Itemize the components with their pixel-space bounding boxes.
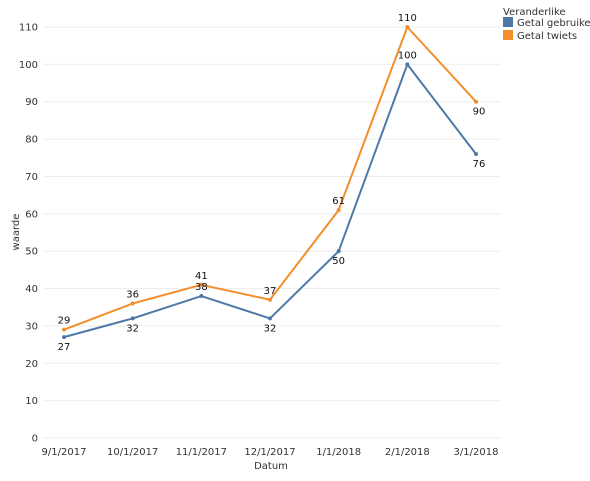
data-point-getal-gebruikers[interactable] [474,152,478,157]
data-point-getal-gebruikers[interactable] [130,316,135,321]
data-label-getal-gebruikers: 76 [473,159,486,170]
data-point-getal-gebruikers[interactable] [336,249,341,254]
data-label-getal-gebruikers: 100 [398,50,417,61]
legend-item-getal-twiets[interactable]: Getal twiets [503,30,577,42]
data-label-getal-gebruikers: 32 [126,323,139,334]
x-tick-label: 9/1/2017 [42,447,87,458]
data-point-getal-gebruikers[interactable] [405,62,410,67]
x-tick-label: 3/1/2018 [454,447,499,458]
data-labels: 29 36 41 37 61 110 90 27 32 38 32 50 100 76 [58,13,486,353]
y-axis-ticks: 0 10 20 30 40 50 60 70 80 90 100 110 [19,23,38,445]
y-tick-label: 20 [25,359,38,370]
data-point-getal-twiets[interactable] [336,208,341,213]
y-tick-label: 80 [25,135,38,146]
y-tick-label: 0 [32,434,38,445]
data-point-getal-twiets[interactable] [130,301,135,306]
y-axis-title: waarde [11,214,22,251]
x-tick-label: 11/1/2017 [176,447,227,458]
data-label-getal-twiets: 61 [332,196,345,207]
y-tick-label: 60 [25,209,38,220]
data-label-getal-twiets: 29 [58,316,71,327]
data-label-getal-gebruikers: 27 [58,342,71,353]
x-tick-label: 2/1/2018 [385,447,430,458]
gridlines [44,26,500,439]
data-label-getal-gebruikers: 32 [264,323,277,334]
legend-label-getal-gebruikers: Getal gebruikers [517,18,590,29]
data-point-getal-twiets[interactable] [405,25,410,29]
x-axis-title: Datum [254,461,288,472]
y-tick-label: 10 [25,396,38,407]
legend-label-getal-twiets: Getal twiets [517,31,577,42]
data-label-getal-twiets: 110 [398,13,417,24]
legend[interactable]: Veranderlike Getal gebruikers Getal twie… [503,7,590,42]
data-point-getal-gebruikers[interactable] [62,335,66,340]
data-point-getal-twiets[interactable] [62,327,66,332]
data-label-getal-gebruikers: 38 [195,282,208,293]
data-point-getal-gebruikers[interactable] [199,294,204,299]
data-label-getal-twiets: 41 [195,271,208,282]
x-tick-label: 1/1/2018 [316,447,361,458]
y-tick-label: 50 [25,247,38,258]
y-tick-label: 40 [25,284,38,295]
data-label-getal-twiets: 37 [264,286,277,297]
y-tick-label: 30 [25,321,38,332]
y-tick-label: 100 [19,60,38,71]
data-label-getal-twiets: 36 [126,289,139,300]
data-point-getal-twiets[interactable] [268,297,272,302]
data-label-getal-twiets: 90 [473,107,486,118]
y-tick-label: 110 [19,23,38,34]
legend-swatch-getal-gebruikers [503,17,513,27]
legend-item-getal-gebruikers[interactable]: Getal gebruikers [503,17,590,29]
data-label-getal-gebruikers: 50 [332,256,345,267]
legend-title: Veranderlike [503,7,566,18]
data-point-getal-twiets[interactable] [474,99,478,104]
x-tick-label: 12/1/2017 [244,447,295,458]
y-tick-label: 90 [25,97,38,108]
data-point-getal-twiets[interactable] [199,282,204,287]
y-tick-label: 70 [25,172,38,183]
x-axis-ticks: 9/1/2017 10/1/2017 11/1/2017 12/1/2017 1/1/2… [42,447,499,458]
data-point-getal-gebruikers[interactable] [268,316,272,321]
legend-swatch-getal-twiets [503,30,513,40]
x-tick-label: 10/1/2017 [107,447,158,458]
series-lines [62,25,478,340]
